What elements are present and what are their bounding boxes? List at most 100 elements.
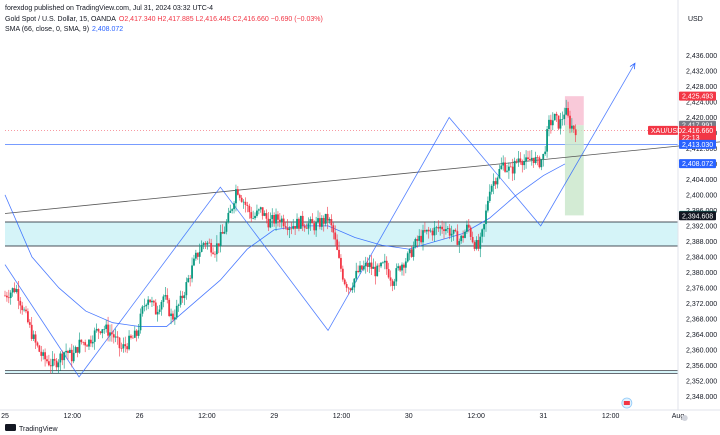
time-tick-label: 31 [540, 413, 548, 420]
candle-body [44, 352, 46, 360]
candle-body [477, 240, 480, 249]
candle-body [414, 239, 417, 247]
candle-body [330, 219, 333, 226]
candle-body [326, 213, 329, 221]
candle-body [425, 229, 428, 232]
candle-body [534, 157, 537, 163]
candle-body [376, 265, 379, 277]
candle-body [309, 219, 312, 224]
price-axis[interactable]: 2,436.000 2,432.000 2,428.000 2,424.000 2,42… [686, 53, 717, 401]
candle-body [563, 114, 566, 120]
candle-body [441, 226, 443, 230]
candle-body [418, 235, 421, 241]
candle-body [513, 160, 516, 174]
candle-body [158, 309, 161, 312]
candle-body [532, 157, 535, 163]
candle-body [307, 223, 310, 229]
price-tags-layer: 2,425.4932,417.9912,416.66022:132,413.03… [648, 91, 716, 221]
candle-body [393, 281, 396, 286]
candle-body [76, 347, 79, 353]
candle-body [420, 235, 422, 243]
candle-body [290, 228, 293, 229]
price-tick-label: 2,392.000 [686, 223, 717, 230]
candle-body [347, 287, 350, 289]
candle-body [55, 360, 58, 368]
candle-body [128, 335, 130, 350]
support-zone [5, 222, 678, 247]
candle-body [488, 191, 491, 201]
candle-body [110, 332, 113, 335]
price-tag-label: 2,416.660 [682, 128, 713, 135]
candle-body [233, 203, 235, 210]
candle-body [372, 266, 375, 269]
candle-body [19, 300, 22, 306]
symbol-line: Gold Spot / U.S. Dollar, 15, OANDA O2,417… [5, 16, 323, 23]
candle-body [154, 302, 157, 315]
candle-body [11, 288, 14, 293]
candle-body [416, 239, 419, 241]
candle-body [361, 265, 363, 270]
candle-body [288, 228, 291, 230]
symbol-tag-label: XAU/USD [651, 128, 682, 135]
candle-body [506, 170, 508, 172]
candle-body [378, 265, 381, 267]
zigzag-projection [4, 63, 636, 378]
candle-body [338, 249, 340, 258]
candle-body [391, 280, 394, 286]
candle-body [292, 226, 295, 229]
sma-value: 2,408.072 [92, 26, 123, 33]
candle-body [549, 119, 552, 126]
candle-body [435, 227, 438, 228]
time-axis[interactable]: 25 12:00 26 12:00 29 12:00 30 12:00 31 12:00 Aug [1, 413, 684, 420]
sma-indicator-line[interactable]: SMA (66, close, 0, SMA, 9) 2,408.072 [5, 26, 123, 33]
candle-body [511, 166, 514, 174]
candle-body [277, 214, 279, 220]
candle-body [112, 334, 115, 338]
candle-body [368, 262, 371, 267]
trendline [4, 141, 720, 214]
candle-body [217, 243, 220, 246]
candle-body [28, 322, 31, 325]
candle-body [40, 351, 43, 356]
price-tick-label: 2,356.000 [686, 363, 717, 370]
candle-body [65, 350, 67, 353]
candles-layer [4, 99, 577, 374]
candle-body [301, 215, 304, 226]
candle-body [507, 166, 510, 171]
candle-body [101, 329, 104, 334]
candle-body [332, 225, 335, 233]
candle-body [509, 166, 512, 168]
candle-body [431, 230, 434, 236]
candle-body [63, 352, 66, 361]
candle-body [528, 159, 531, 160]
candle-body [248, 205, 251, 213]
candle-body [557, 115, 560, 129]
candle-body [86, 345, 88, 347]
candle-body [443, 229, 445, 232]
candle-body [170, 313, 172, 317]
price-tick-label: 2,348.000 [686, 394, 717, 401]
candle-body [412, 246, 415, 257]
candle-body [152, 300, 155, 303]
candle-body [130, 335, 132, 338]
candle-body [456, 231, 459, 245]
candle-body [27, 311, 29, 323]
tradingview-logo[interactable]: TradingView [5, 424, 58, 433]
price-tick-label: 2,352.000 [686, 378, 717, 385]
candle-body [187, 278, 190, 283]
candle-body [34, 334, 37, 343]
candle-body [296, 218, 298, 229]
price-tick-label: 2,388.000 [686, 239, 717, 246]
candle-body [366, 262, 369, 267]
candle-body [410, 249, 413, 257]
candle-body [137, 330, 140, 336]
candle-body [364, 262, 367, 267]
candle-body [145, 304, 148, 307]
currency-label[interactable]: USD [688, 16, 703, 23]
time-tick-label: 30 [405, 413, 413, 420]
candle-body [340, 257, 342, 269]
price-tick-label: 2,400.000 [686, 192, 717, 199]
candle-body [70, 349, 73, 362]
candle-body [448, 228, 451, 236]
